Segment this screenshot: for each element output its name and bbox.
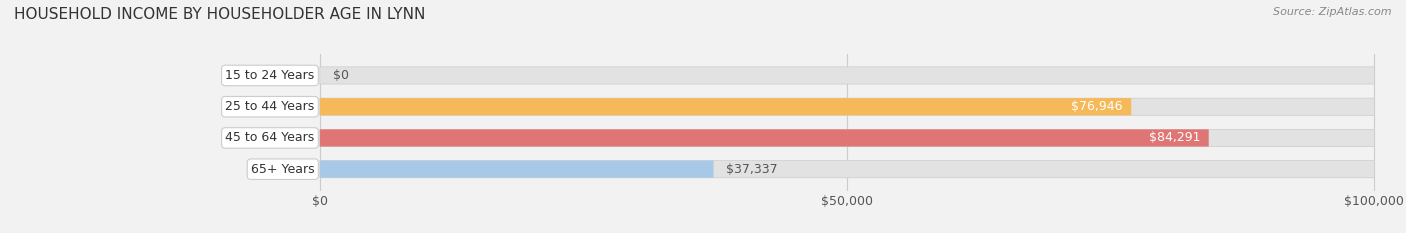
FancyBboxPatch shape <box>321 161 714 178</box>
Text: Source: ZipAtlas.com: Source: ZipAtlas.com <box>1274 7 1392 17</box>
Text: 15 to 24 Years: 15 to 24 Years <box>225 69 315 82</box>
Text: $76,946: $76,946 <box>1071 100 1123 113</box>
FancyBboxPatch shape <box>321 129 1375 147</box>
Text: $0: $0 <box>333 69 349 82</box>
FancyBboxPatch shape <box>321 129 1209 147</box>
Text: 25 to 44 Years: 25 to 44 Years <box>225 100 315 113</box>
Text: $84,291: $84,291 <box>1149 131 1201 144</box>
FancyBboxPatch shape <box>321 98 1375 115</box>
FancyBboxPatch shape <box>321 161 1375 178</box>
FancyBboxPatch shape <box>321 98 1132 115</box>
Text: $37,337: $37,337 <box>727 163 778 176</box>
Text: 45 to 64 Years: 45 to 64 Years <box>225 131 315 144</box>
Text: HOUSEHOLD INCOME BY HOUSEHOLDER AGE IN LYNN: HOUSEHOLD INCOME BY HOUSEHOLDER AGE IN L… <box>14 7 426 22</box>
FancyBboxPatch shape <box>321 67 1375 84</box>
Text: 65+ Years: 65+ Years <box>250 163 315 176</box>
